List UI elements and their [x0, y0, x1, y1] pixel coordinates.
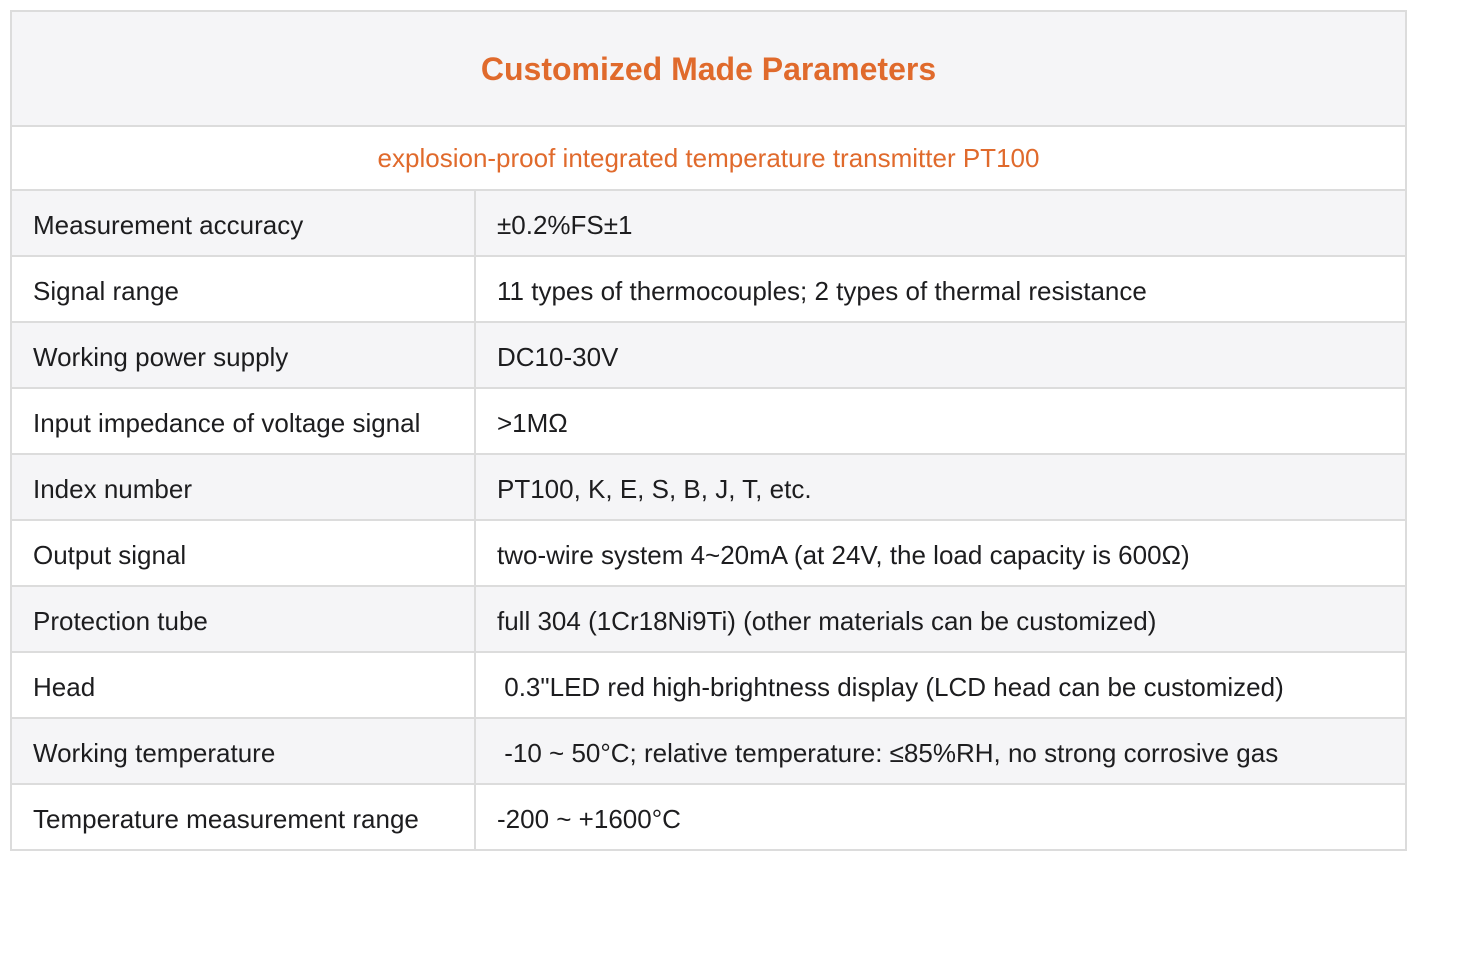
parameter-row: Temperature measurement range -200 ~ +160… — [10, 783, 1407, 851]
parameter-name: Temperature measurement range — [10, 783, 476, 851]
table-body: Customized Made Parameters explosion-pro… — [10, 10, 1407, 851]
parameter-value: full 304 (1Cr18Ni9Ti) (other materials c… — [474, 585, 1407, 653]
parameter-table: Customized Made Parameters explosion-pro… — [10, 10, 1407, 851]
parameter-row: Working temperature -10 ~ 50°C; relative… — [10, 717, 1407, 785]
table-subtitle: explosion-proof integrated temperature t… — [10, 125, 1407, 191]
subtitle-row: explosion-proof integrated temperature t… — [10, 125, 1407, 191]
parameter-row: Output signal two-wire system 4~20mA (at … — [10, 519, 1407, 587]
title-row: Customized Made Parameters — [10, 10, 1407, 127]
parameter-row: Measurement accuracy ±0.2%FS±1 — [10, 189, 1407, 257]
parameter-value: -10 ~ 50°C; relative temperature: ≤85%RH… — [474, 717, 1407, 785]
parameter-name: Measurement accuracy — [10, 189, 476, 257]
parameter-value: DC10-30V — [474, 321, 1407, 389]
parameter-row: Working power supply DC10-30V — [10, 321, 1407, 389]
parameter-value: 11 types of thermocouples; 2 types of th… — [474, 255, 1407, 323]
table-title: Customized Made Parameters — [10, 10, 1407, 127]
parameter-row: Signal range 11 types of thermocouples; 2… — [10, 255, 1407, 323]
parameter-row: Protection tube full 304 (1Cr18Ni9Ti) (ot… — [10, 585, 1407, 653]
parameter-value: ±0.2%FS±1 — [474, 189, 1407, 257]
parameter-name: Head — [10, 651, 476, 719]
parameter-value: -200 ~ +1600°C — [474, 783, 1407, 851]
parameter-name: Output signal — [10, 519, 476, 587]
parameter-row: Input impedance of voltage signal >1MΩ — [10, 387, 1407, 455]
parameter-name: Protection tube — [10, 585, 476, 653]
parameter-value: >1MΩ — [474, 387, 1407, 455]
parameter-name: Working temperature — [10, 717, 476, 785]
parameter-name: Input impedance of voltage signal — [10, 387, 476, 455]
parameter-name: Working power supply — [10, 321, 476, 389]
parameter-value: 0.3"LED red high-brightness display (LCD… — [474, 651, 1407, 719]
parameter-value: two-wire system 4~20mA (at 24V, the load… — [474, 519, 1407, 587]
parameter-name: Signal range — [10, 255, 476, 323]
parameter-row: Head 0.3"LED red high-brightness display… — [10, 651, 1407, 719]
parameter-row: Index number PT100, K, E, S, B, J, T, etc… — [10, 453, 1407, 521]
parameter-name: Index number — [10, 453, 476, 521]
parameter-value: PT100, K, E, S, B, J, T, etc. — [474, 453, 1407, 521]
